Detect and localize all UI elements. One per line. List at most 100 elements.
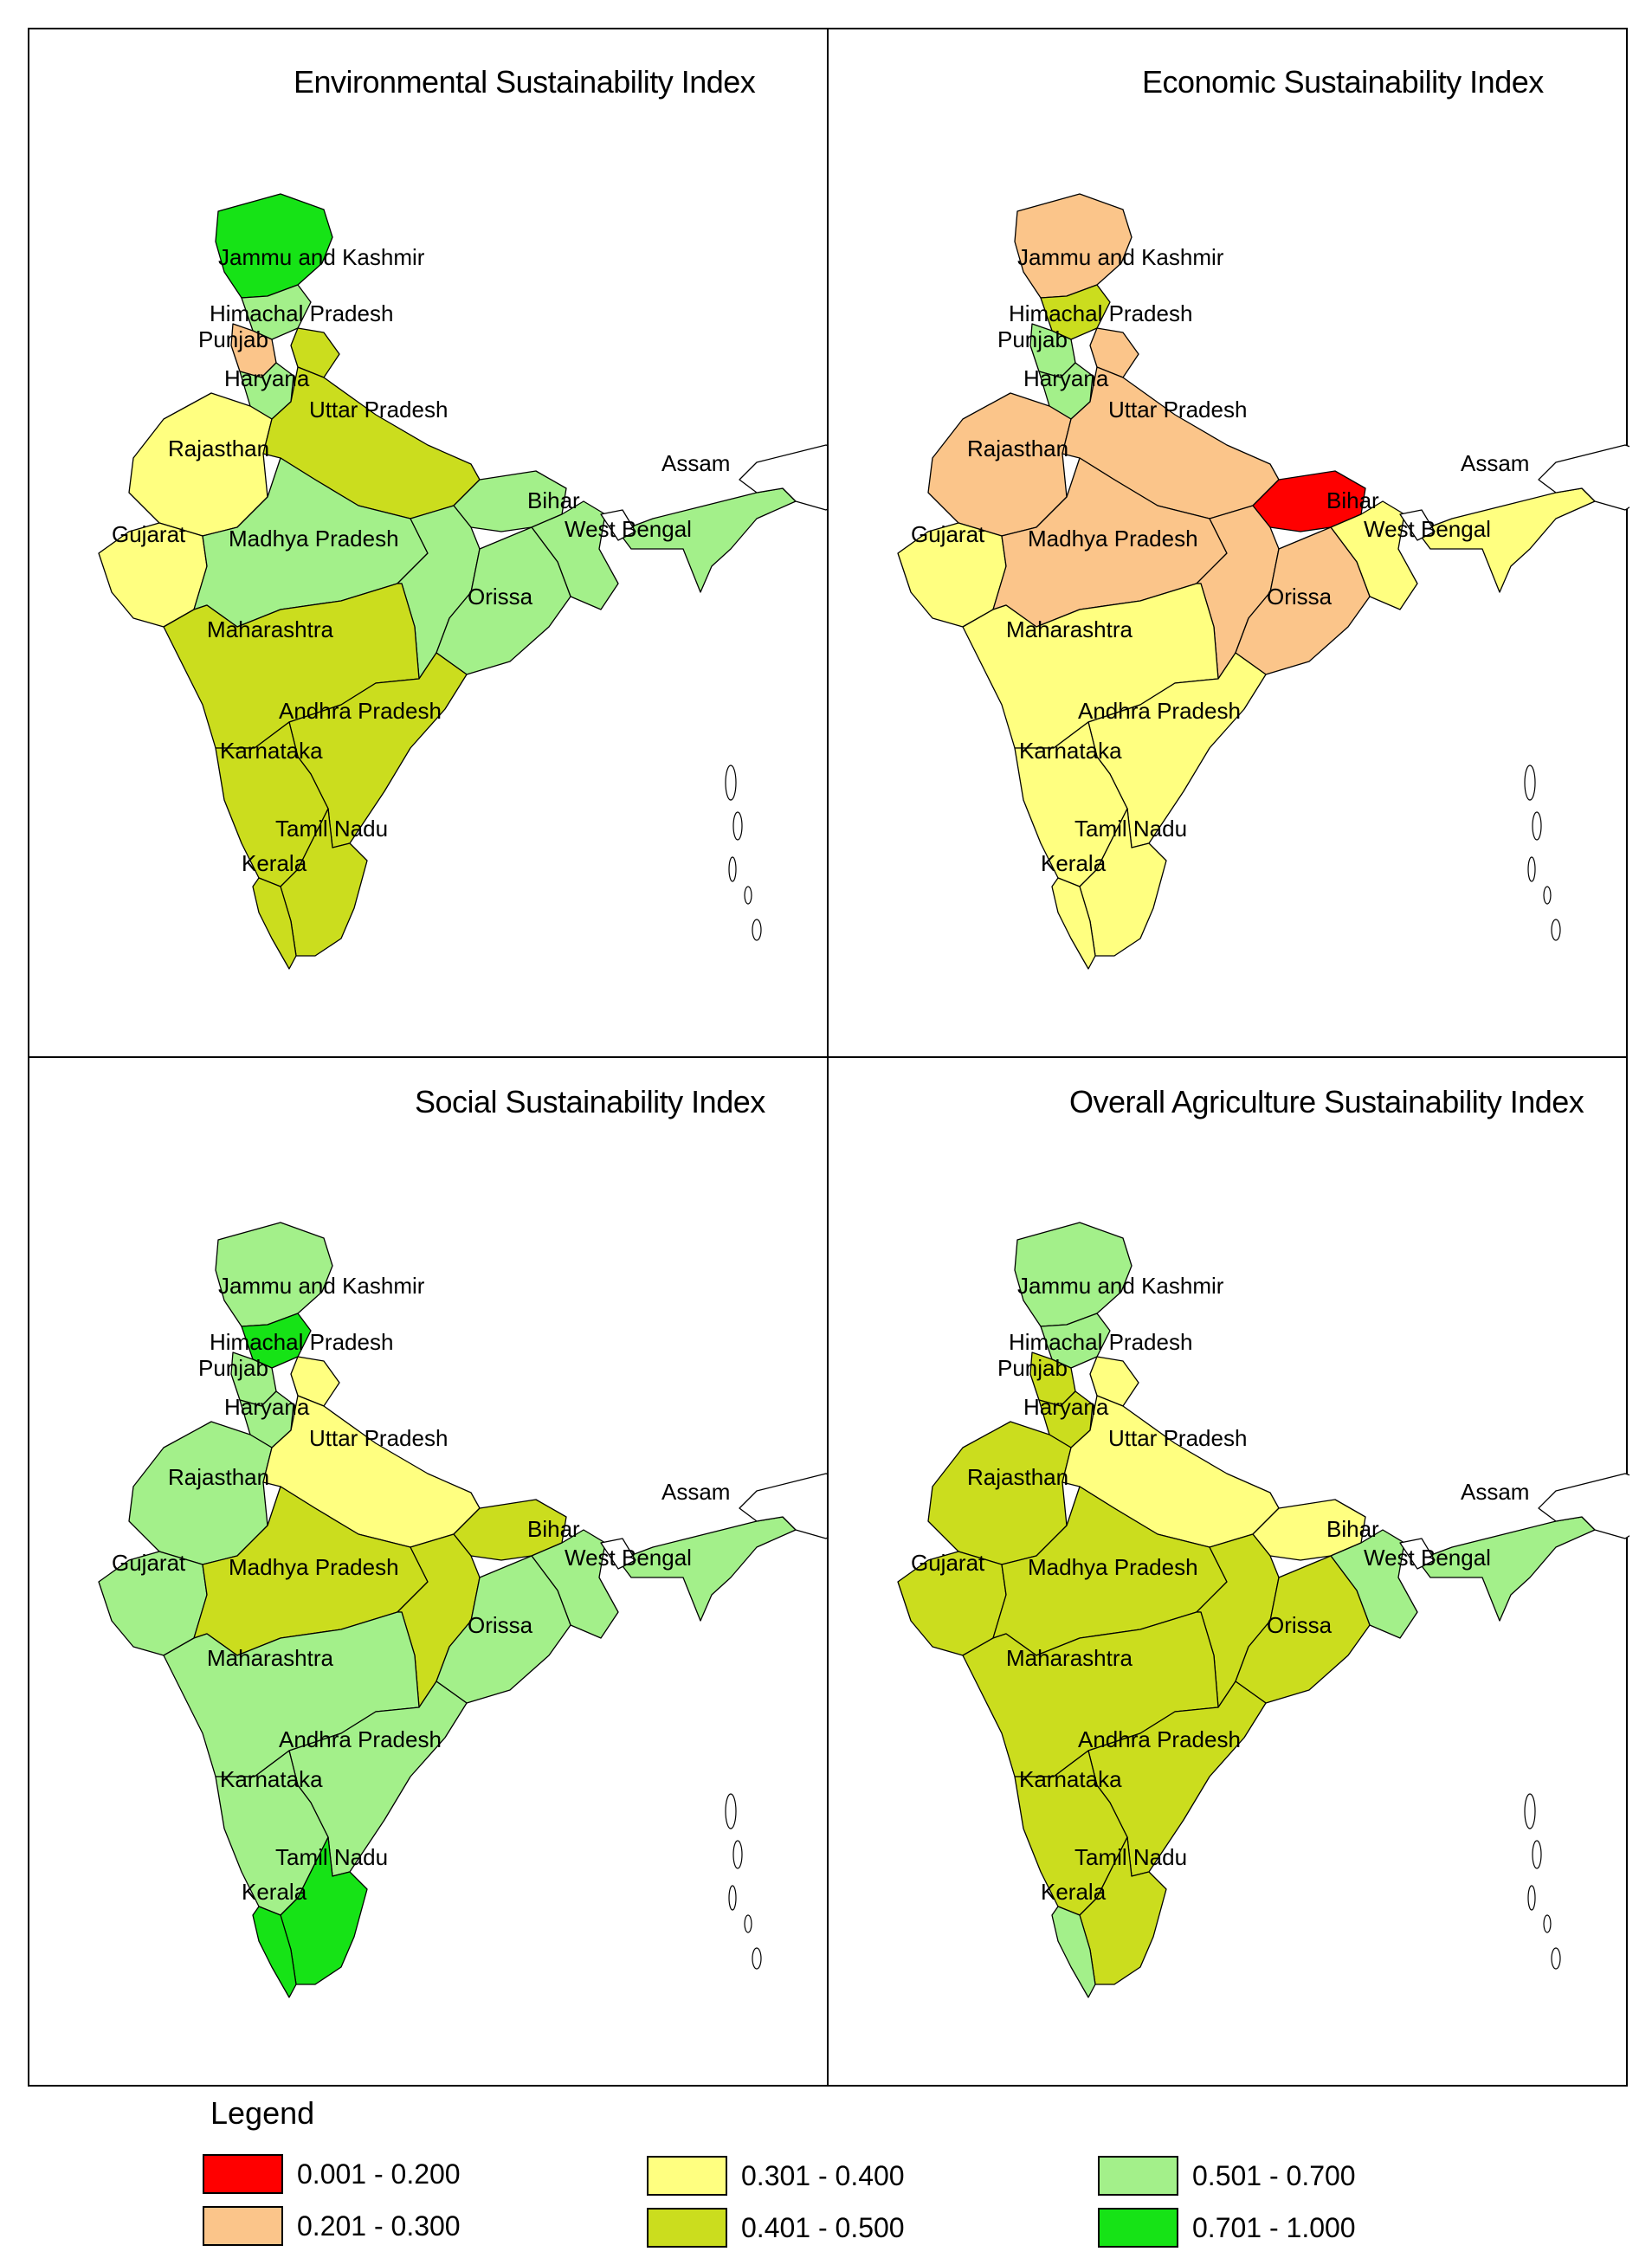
state-ne_states [1538, 444, 1629, 511]
island-outline [744, 1914, 752, 1933]
state-label-karnataka: Karnataka [1019, 1766, 1122, 1792]
state-label-punjab: Punjab [997, 1355, 1068, 1381]
island-outline [744, 886, 752, 905]
panel-title: Overall Agriculture Sustainability Index [1069, 1084, 1584, 1119]
state-label-gujarat: Gujarat [112, 521, 186, 547]
island-outline [1524, 1793, 1536, 1829]
state-label-westbengal: West Bengal [1364, 1545, 1491, 1571]
state-label-tamilnadu: Tamil Nadu [275, 1844, 388, 1870]
island-outline [1532, 811, 1542, 841]
state-sikkim [1399, 509, 1436, 541]
state-label-hp: Himachal Pradesh [1009, 300, 1192, 326]
state-label-haryana: Haryana [224, 365, 310, 391]
island-outline [1524, 764, 1536, 801]
state-ne_states [739, 1473, 830, 1539]
legend-item: 0.501 - 0.700 [1098, 2156, 1356, 2196]
legend-label: 0.701 - 1.000 [1192, 2211, 1356, 2243]
state-label-kerala: Kerala [1041, 1879, 1107, 1905]
legend-swatch [203, 2154, 283, 2194]
state-label-assam: Assam [661, 1479, 730, 1505]
state-label-orissa: Orissa [468, 1612, 533, 1638]
state-label-haryana: Haryana [1023, 1394, 1109, 1420]
map-panel-economic: Economic Sustainability Index Jammu and … [827, 28, 1629, 1058]
legend-label: 0.201 - 0.300 [297, 2210, 461, 2242]
state-label-kerala: Kerala [242, 850, 307, 876]
legend-item: 0.701 - 1.000 [1098, 2208, 1356, 2248]
legend-swatch [1098, 2208, 1178, 2248]
state-sikkim [1399, 1538, 1436, 1570]
legend-item: 0.001 - 0.200 [203, 2154, 461, 2194]
island-outline [1551, 919, 1561, 941]
island-outline [732, 811, 743, 841]
state-label-karnataka: Karnataka [1019, 738, 1122, 764]
state-label-assam: Assam [1461, 1479, 1529, 1505]
state-label-rajasthan: Rajasthan [168, 1464, 269, 1490]
island-outline [1551, 1947, 1561, 1970]
state-label-up: Uttar Pradesh [309, 1425, 448, 1451]
state-kerala [1051, 877, 1096, 970]
state-label-bihar: Bihar [527, 1516, 580, 1542]
state-label-jk: Jammu and Kashmir [218, 1273, 425, 1299]
state-label-karnataka: Karnataka [220, 738, 323, 764]
state-label-maharashtra: Maharashtra [207, 1645, 333, 1671]
state-label-bihar: Bihar [527, 487, 580, 513]
state-ne_states [739, 444, 830, 511]
state-kerala [1051, 1906, 1096, 1998]
state-label-westbengal: West Bengal [565, 1545, 692, 1571]
state-label-assam: Assam [661, 450, 730, 476]
state-label-haryana: Haryana [224, 1394, 310, 1420]
island-outline [1527, 856, 1536, 882]
state-label-rajasthan: Rajasthan [168, 435, 269, 461]
state-label-orissa: Orissa [1267, 1612, 1333, 1638]
state-assam [1416, 487, 1596, 593]
state-label-maharashtra: Maharashtra [207, 616, 333, 642]
state-sikkim [600, 1538, 636, 1570]
state-maharashtra [163, 1611, 420, 1777]
state-label-jk: Jammu and Kashmir [1017, 244, 1224, 270]
state-label-gujarat: Gujarat [911, 1550, 985, 1576]
state-ne_states [1538, 1473, 1629, 1539]
legend-swatch [1098, 2156, 1178, 2196]
legend-item: 0.201 - 0.300 [203, 2206, 461, 2246]
state-label-westbengal: West Bengal [1364, 516, 1491, 542]
legend-swatch [203, 2206, 283, 2246]
island-outline [1532, 1840, 1542, 1869]
state-label-gujarat: Gujarat [911, 521, 985, 547]
panel-title: Environmental Sustainability Index [294, 64, 756, 100]
state-label-andhra: Andhra Pradesh [1078, 1726, 1241, 1752]
island-outline [728, 856, 737, 882]
state-kerala [252, 1906, 297, 1998]
state-label-punjab: Punjab [198, 1355, 268, 1381]
state-label-kerala: Kerala [242, 1879, 307, 1905]
island-outline [732, 1840, 743, 1869]
map-panel-social: Social Sustainability Index Jammu and Ka… [28, 1056, 830, 2087]
state-label-andhra: Andhra Pradesh [1078, 698, 1241, 724]
state-orissa [1235, 526, 1371, 675]
state-label-jk: Jammu and Kashmir [218, 244, 425, 270]
state-label-rajasthan: Rajasthan [967, 1464, 1068, 1490]
state-assam [617, 1516, 797, 1622]
state-label-bihar: Bihar [1326, 1516, 1379, 1542]
state-label-orissa: Orissa [1267, 584, 1333, 610]
state-label-punjab: Punjab [997, 326, 1068, 352]
state-sikkim [600, 509, 636, 541]
legend-label: 0.401 - 0.500 [741, 2211, 905, 2243]
state-label-bihar: Bihar [1326, 487, 1379, 513]
state-label-andhra: Andhra Pradesh [279, 1726, 442, 1752]
state-maharashtra [962, 583, 1219, 749]
state-label-hp: Himachal Pradesh [1009, 1329, 1192, 1355]
state-label-haryana: Haryana [1023, 365, 1109, 391]
state-rajasthan [128, 1421, 273, 1565]
state-label-gujarat: Gujarat [112, 1550, 186, 1576]
panel-title: Economic Sustainability Index [1142, 64, 1544, 100]
legend-swatch [647, 2208, 727, 2248]
state-assam [617, 487, 797, 593]
state-label-punjab: Punjab [198, 326, 268, 352]
state-label-mp: Madhya Pradesh [1028, 1554, 1198, 1580]
map-panel-environmental: Environmental Sustainability Index Jammu… [28, 28, 830, 1058]
